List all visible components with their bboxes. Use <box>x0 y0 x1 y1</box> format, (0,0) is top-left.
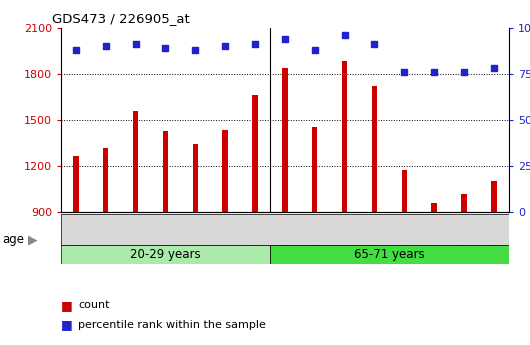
Point <box>221 43 229 49</box>
Point <box>281 36 289 41</box>
Bar <box>372 86 377 212</box>
Text: age: age <box>3 233 25 246</box>
Point <box>490 66 498 71</box>
Point <box>400 69 409 75</box>
Point <box>102 43 110 49</box>
Bar <box>312 127 317 212</box>
Text: 65-71 years: 65-71 years <box>354 248 425 261</box>
Bar <box>491 181 497 212</box>
Bar <box>270 245 524 264</box>
Point <box>340 32 349 38</box>
Bar <box>103 148 109 212</box>
Bar <box>282 68 288 212</box>
Text: ■: ■ <box>61 299 73 312</box>
Point <box>460 69 469 75</box>
Bar <box>431 203 437 212</box>
Text: ▶: ▶ <box>28 233 37 246</box>
Text: 20-29 years: 20-29 years <box>130 248 201 261</box>
Point <box>131 41 140 47</box>
Point <box>72 47 80 52</box>
Bar <box>61 245 270 264</box>
Bar <box>61 214 509 245</box>
Bar <box>73 156 78 212</box>
Bar <box>223 130 228 212</box>
Point <box>430 69 438 75</box>
Point <box>370 41 378 47</box>
Bar <box>163 131 168 212</box>
Point <box>311 47 319 52</box>
Text: GDS473 / 226905_at: GDS473 / 226905_at <box>52 12 190 25</box>
Bar <box>133 111 138 212</box>
Point <box>251 41 259 47</box>
Point <box>191 47 199 52</box>
Bar <box>402 170 407 212</box>
Point <box>161 45 170 51</box>
Text: ■: ■ <box>61 318 73 332</box>
Bar <box>461 194 467 212</box>
Bar <box>252 95 258 212</box>
Bar <box>192 144 198 212</box>
Text: count: count <box>78 300 110 310</box>
Bar <box>342 61 347 212</box>
Text: percentile rank within the sample: percentile rank within the sample <box>78 320 266 330</box>
